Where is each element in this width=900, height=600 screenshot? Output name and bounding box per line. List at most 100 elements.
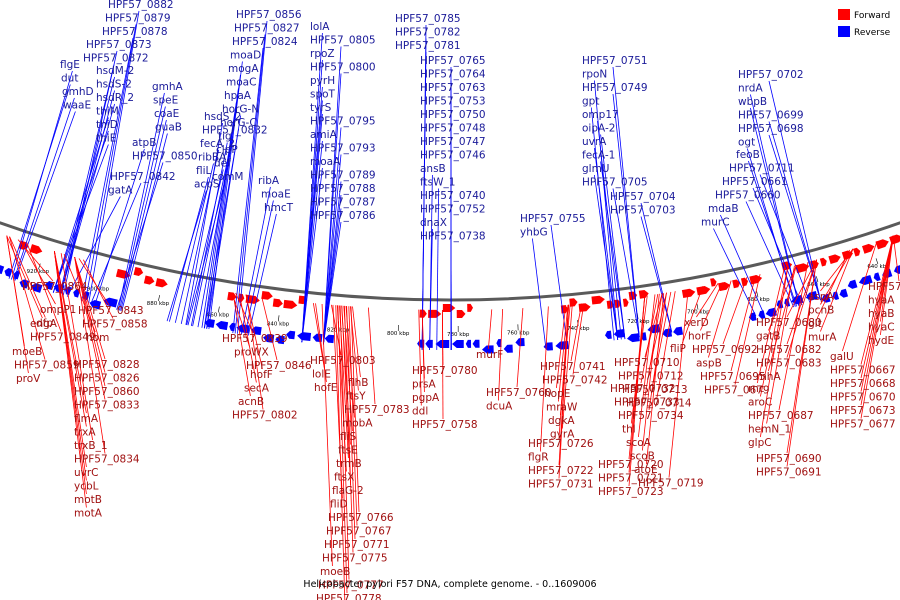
forward-gene-label: dgkA: [548, 415, 575, 427]
forward-gene-label: aspA: [808, 291, 835, 303]
reverse-leader-line: [90, 182, 142, 304]
reverse-gene-label: murC: [701, 217, 730, 229]
reverse-leader-line: [594, 147, 619, 340]
reverse-gene-label: ribA: [258, 175, 280, 187]
legend-forward-label: Forward: [854, 11, 890, 21]
reverse-gene-label: HPF57_0788: [310, 183, 376, 195]
reverse-gene-label: atpB: [132, 137, 156, 149]
reverse-gene-arrow: [103, 297, 118, 308]
reverse-gene-label: HPF57_0805: [310, 35, 376, 47]
reverse-gene-label: feoB: [736, 149, 760, 161]
forward-gene-arrow: [696, 285, 711, 296]
forward-gene-label: fliD: [330, 499, 348, 511]
forward-leader-line: [786, 259, 818, 318]
reverse-gene-label: hpaA: [224, 90, 252, 102]
reverse-gene-arrow: [496, 339, 502, 348]
reverse-leader-line: [640, 202, 673, 333]
reverse-leader-line: [8, 84, 71, 279]
forward-leader-line: [54, 251, 87, 508]
forward-gene-label: HPF57_0758: [412, 419, 478, 431]
tick-mark: [696, 303, 699, 310]
reverse-gene-label: HPF57_0747: [420, 136, 486, 148]
reverse-leader-line: [322, 127, 342, 345]
forward-gene-label: HPF57_0720: [598, 459, 664, 471]
reverse-gene-arrow: [472, 339, 480, 348]
tick-label: 680 kbp: [747, 297, 770, 303]
forward-gene-arrow: [227, 291, 237, 301]
forward-leader-line: [786, 259, 818, 467]
reverse-leader-line: [192, 155, 229, 327]
reverse-gene-label: rpoZ: [310, 48, 335, 60]
forward-gene-label: mraW: [546, 402, 578, 414]
forward-gene-label: HPF57_0714: [626, 398, 692, 410]
reverse-gene-label: amiA: [310, 129, 338, 141]
forward-gene-label: flmA: [74, 413, 99, 425]
reverse-gene-arrow: [893, 265, 900, 275]
reverse-leader-line: [208, 61, 243, 330]
reverse-gene-label: wbpB: [738, 96, 767, 108]
reverse-gene-label: waaE: [63, 100, 91, 112]
forward-gene-arrow: [819, 257, 827, 267]
forward-gene-label: HPF57_0833: [74, 400, 140, 412]
forward-gene-label: HPF57_0860: [74, 386, 140, 398]
forward-leader-line: [337, 305, 348, 594]
tick-label: 740 kbp: [567, 326, 590, 332]
forward-gene-label: ompP1: [40, 304, 76, 316]
reverse-gene-label: HPF57_0703: [610, 205, 676, 217]
reverse-gene-label: acpS: [194, 179, 220, 191]
forward-leader-line: [642, 293, 660, 451]
reverse-leader-line: [185, 122, 223, 325]
reverse-leader-line: [60, 103, 115, 295]
forward-gene-label: HPF57_0710: [614, 357, 680, 369]
reverse-gene-label: hsdS_2: [204, 111, 241, 123]
forward-gene-label: trxA: [74, 427, 96, 439]
reverse-gene-label: moaE: [261, 189, 291, 201]
forward-leader-line: [368, 307, 376, 405]
reverse-gene-label: tyrS: [310, 102, 332, 114]
forward-gene-label: motB: [74, 494, 102, 506]
forward-gene-arrow: [456, 309, 466, 318]
reverse-gene-arrow: [873, 272, 881, 282]
reverse-leader-line: [720, 214, 765, 315]
forward-gene-label: gatB: [756, 331, 780, 343]
forward-gene-label: HPF57_0713: [622, 384, 688, 396]
forward-gene-label: secA: [244, 383, 270, 395]
forward-gene-arrow: [718, 281, 731, 292]
forward-gene-label: HPF57_0741: [540, 361, 606, 373]
forward-leader-line: [820, 248, 854, 332]
reverse-gene-label: HPF57_0786: [310, 210, 376, 222]
forward-gene-label: HPF57_0677: [830, 419, 896, 431]
forward-leader-line: [760, 267, 789, 438]
reverse-gene-arrow: [465, 339, 472, 348]
forward-gene-label: HPF57_0778: [316, 593, 382, 600]
reverse-gene-label: hsdM-2: [96, 65, 134, 77]
reverse-gene-label: lolA: [310, 21, 330, 33]
reverse-leader-line: [117, 92, 165, 311]
reverse-leader-line: [237, 20, 268, 334]
tick-label: 860 kbp: [207, 312, 230, 318]
tick-mark: [875, 258, 879, 265]
reverse-gene-arrow: [503, 344, 513, 353]
forward-gene-label: hom: [86, 332, 109, 344]
reverse-gene-label: HPF57_0751: [582, 55, 648, 67]
forward-gene-label: acnB: [238, 396, 264, 408]
reverse-leader-line: [301, 167, 323, 343]
reverse-leader-line: [186, 169, 224, 326]
forward-leader-line: [820, 248, 854, 292]
forward-leader-line: [82, 259, 114, 319]
reverse-gene-label: fecA-1: [582, 150, 615, 162]
forward-leader-line: [668, 288, 689, 478]
forward-leader-line: [312, 303, 325, 369]
forward-gene-label: flgR: [528, 452, 549, 464]
reverse-gene-label: horG-N: [222, 104, 259, 116]
forward-leader-line: [756, 268, 785, 384]
forward-leader-line: [708, 280, 732, 358]
reverse-gene-label: hsdR_2: [96, 92, 134, 104]
reverse-gene-label: HPF57_0749: [582, 82, 648, 94]
forward-leader-line: [8, 236, 46, 360]
reverse-gene-label: HPF57_0740: [420, 190, 486, 202]
forward-gene-label: HPF57_0826: [74, 373, 140, 385]
forward-gene-label: HPF57_0802: [232, 410, 298, 422]
reverse-leader-line: [234, 34, 266, 334]
forward-leader-line: [766, 265, 795, 424]
